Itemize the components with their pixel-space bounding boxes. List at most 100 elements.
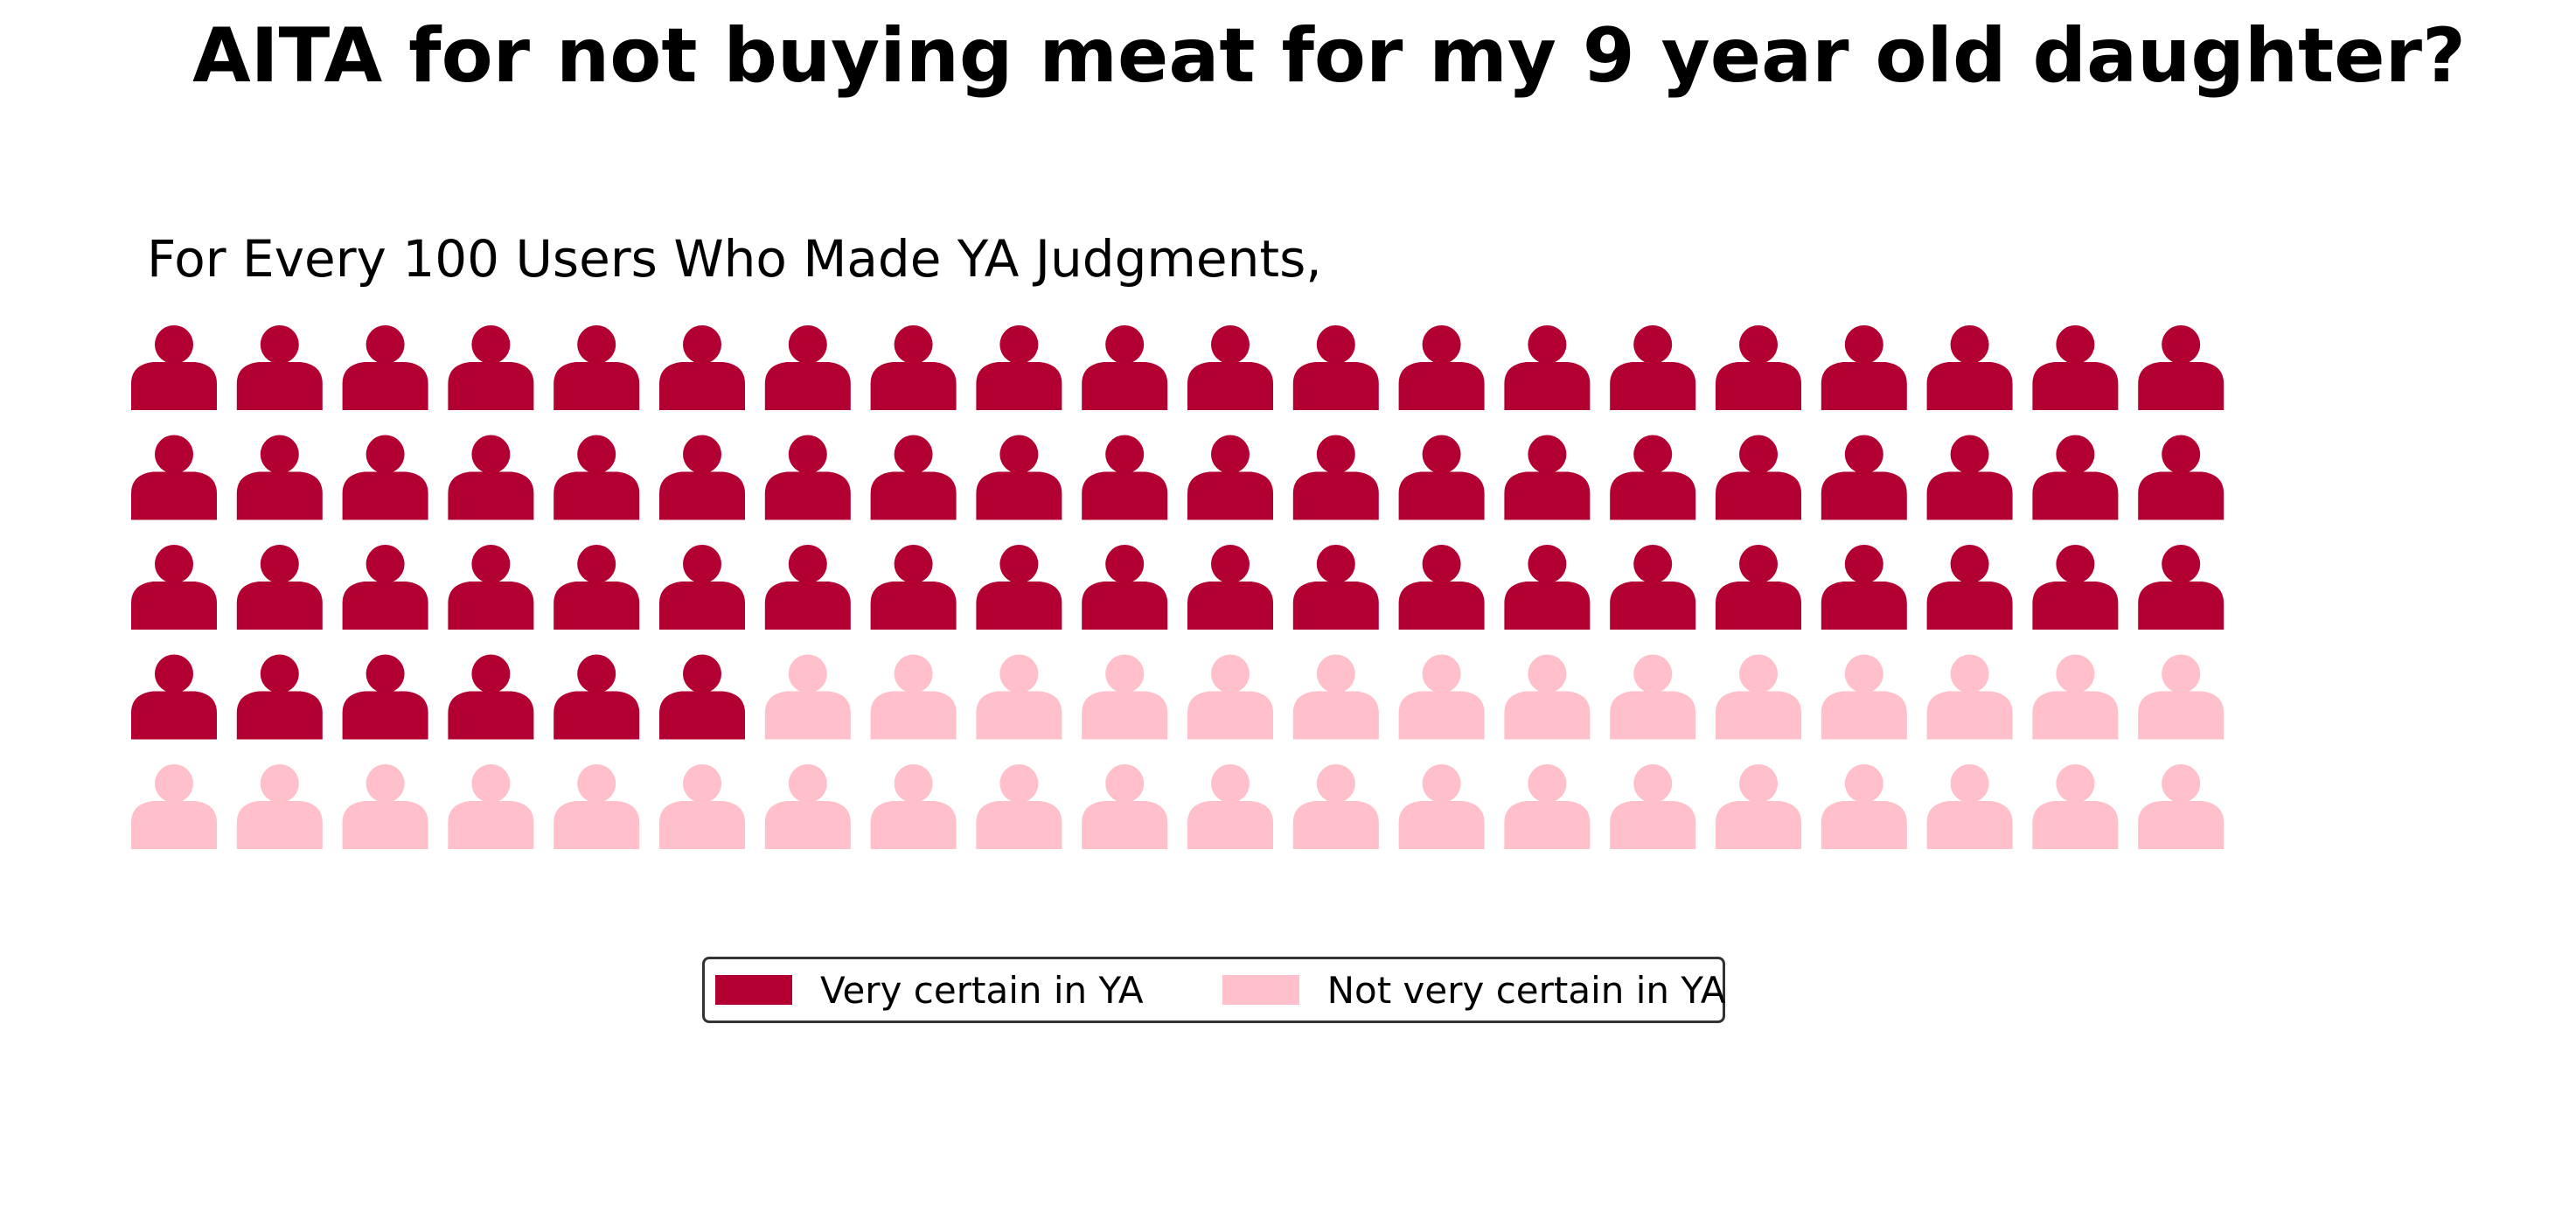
person-icon (870, 325, 957, 410)
person-icon (870, 764, 957, 849)
legend-swatch-not-very-certain (1222, 975, 1299, 1005)
person-icon (448, 654, 534, 740)
person-icon (659, 435, 745, 520)
person-icon (236, 654, 323, 740)
person-icon (448, 325, 534, 410)
person-icon (976, 435, 1062, 520)
chart-title: AITA for not buying meat for my 9 year o… (192, 12, 2466, 100)
person-icon (2138, 764, 2224, 849)
person-icon (1292, 764, 1379, 849)
person-icon (1398, 654, 1485, 740)
person-icon (976, 654, 1062, 740)
person-icon (1610, 545, 1696, 630)
person-icon (1504, 545, 1591, 630)
person-icon (764, 764, 851, 849)
person-icon (131, 435, 217, 520)
chart-legend: Very certain in YA Not very certain in Y… (702, 957, 1726, 1023)
person-icon (976, 545, 1062, 630)
person-icon (1716, 435, 1801, 520)
person-icon (236, 764, 323, 849)
person-icon (764, 654, 851, 740)
person-icon (1398, 545, 1485, 630)
person-icon (1821, 435, 1907, 520)
person-icon (870, 654, 957, 740)
person-icon (2138, 435, 2224, 520)
person-icon (448, 545, 534, 630)
person-icon (131, 764, 217, 849)
person-icon (236, 435, 323, 520)
person-icon (764, 435, 851, 520)
person-icon (1082, 654, 1168, 740)
legend-swatch-very-certain (715, 975, 792, 1005)
legend-label-not-very-certain: Not very certain in YA (1326, 968, 1726, 1012)
person-icon (1292, 545, 1379, 630)
legend-label-very-certain: Very certain in YA (820, 968, 1144, 1012)
person-icon (976, 325, 1062, 410)
person-icon (448, 435, 534, 520)
person-icon (1398, 764, 1485, 849)
person-icon (1292, 325, 1379, 410)
person-icon (1610, 764, 1696, 849)
person-icon (1504, 764, 1591, 849)
person-icon (1292, 435, 1379, 520)
person-icon (1398, 435, 1485, 520)
person-icon (1082, 764, 1168, 849)
person-icon (342, 435, 428, 520)
person-icon (2138, 545, 2224, 630)
person-icon (1504, 435, 1591, 520)
person-icon (2138, 654, 2224, 740)
person-icon (1716, 654, 1801, 740)
person-icon (2032, 545, 2119, 630)
person-icon (1187, 764, 1273, 849)
person-icon (553, 764, 640, 849)
person-icon (1187, 545, 1273, 630)
person-icon (2032, 325, 2119, 410)
person-icon (1398, 325, 1485, 410)
person-icon (870, 545, 957, 630)
person-icon (2032, 654, 2119, 740)
legend-entry-very-certain: Very certain in YA (715, 969, 1144, 1012)
chart-subtitle: For Every 100 Users Who Made YA Judgment… (147, 229, 1322, 289)
person-icon (1821, 764, 1907, 849)
person-icon (2032, 435, 2119, 520)
person-icon (1821, 325, 1907, 410)
person-icon (2138, 325, 2224, 410)
person-icon (1926, 764, 2013, 849)
person-icon (1821, 545, 1907, 630)
person-icon (870, 435, 957, 520)
person-icon (448, 764, 534, 849)
person-icon (2032, 764, 2119, 849)
person-icon (1716, 545, 1801, 630)
person-icon (342, 764, 428, 849)
person-icon (1926, 545, 2013, 630)
person-icon (553, 435, 640, 520)
person-icon (659, 325, 745, 410)
person-icon (1716, 764, 1801, 849)
person-icon (1187, 325, 1273, 410)
person-icon (1082, 545, 1168, 630)
person-icon (1716, 325, 1801, 410)
person-icon (1610, 654, 1696, 740)
person-icon (659, 545, 745, 630)
person-icon (659, 764, 745, 849)
person-icon (131, 654, 217, 740)
person-icon (553, 654, 640, 740)
person-icon (553, 325, 640, 410)
person-icon (1926, 435, 2013, 520)
person-icon (1187, 654, 1273, 740)
person-icon (342, 325, 428, 410)
person-icon (131, 545, 217, 630)
person-icon (1821, 654, 1907, 740)
person-icon (764, 325, 851, 410)
person-icon (1082, 325, 1168, 410)
person-icon (236, 545, 323, 630)
person-icon (342, 545, 428, 630)
person-icon (1610, 325, 1696, 410)
person-icon (1292, 654, 1379, 740)
person-icon (1504, 654, 1591, 740)
person-icon (236, 325, 323, 410)
person-icon (553, 545, 640, 630)
person-icon (1610, 435, 1696, 520)
person-icon (1926, 654, 2013, 740)
